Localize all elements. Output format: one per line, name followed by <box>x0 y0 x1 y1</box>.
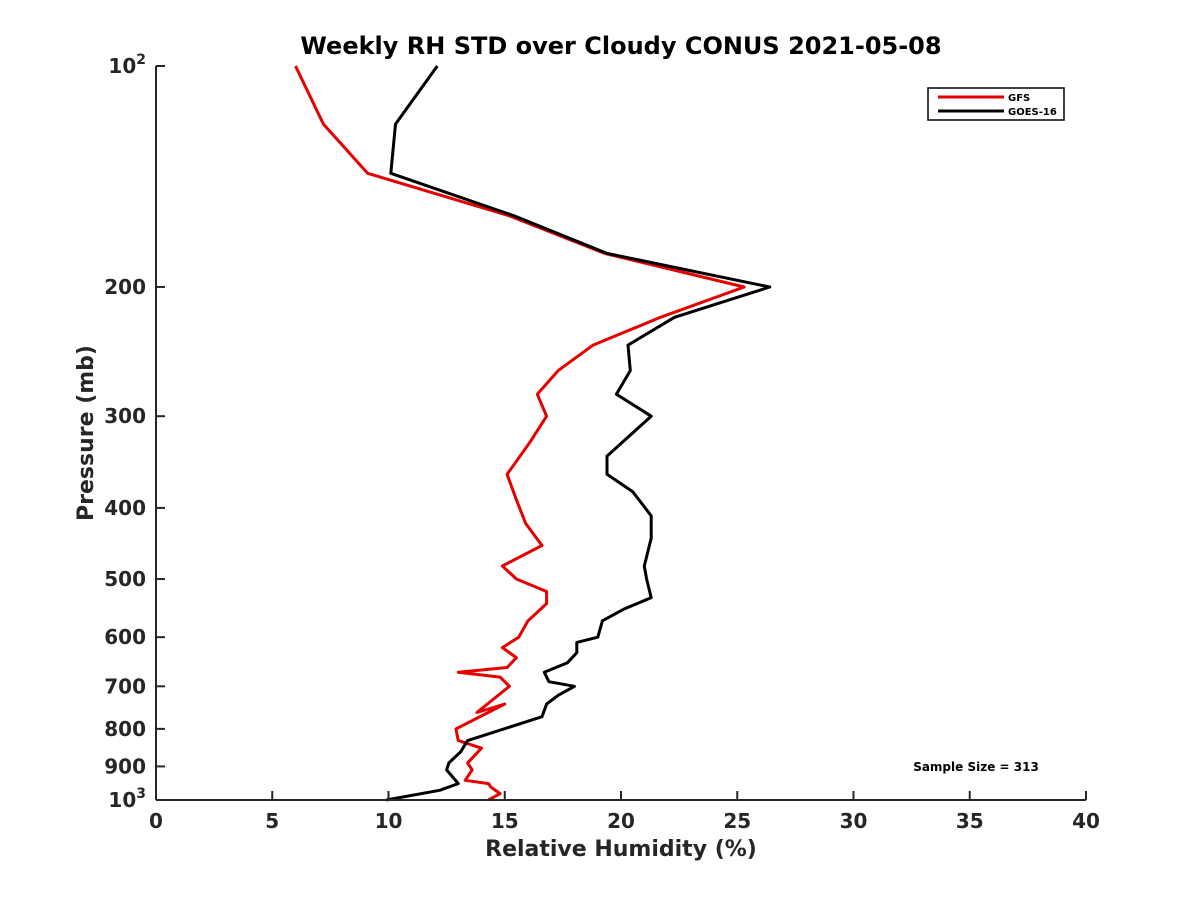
x-tick-label: 40 <box>1072 809 1100 833</box>
y-tick-label: 200 <box>104 275 146 299</box>
legend-box <box>927 87 1065 121</box>
y-tick-label: 900 <box>104 754 146 778</box>
legend-label: GFS <box>1008 93 1030 104</box>
x-tick-label: 30 <box>840 809 868 833</box>
x-tick-label: 25 <box>723 809 751 833</box>
y-tick-label: 600 <box>104 625 146 649</box>
series-line-gfs <box>294 65 746 802</box>
x-tick-label: 35 <box>956 809 984 833</box>
x-tick-label: 20 <box>607 809 635 833</box>
y-tick-label: 102 <box>108 52 146 78</box>
legend-label: GOES-16 <box>1008 107 1057 118</box>
x-tick-label: 10 <box>375 809 403 833</box>
series-layer <box>294 65 772 802</box>
x-axis-title: Relative Humidity (%) <box>485 837 757 862</box>
y-tick-label: 800 <box>104 717 146 741</box>
chart-title: Weekly RH STD over Cloudy CONUS 2021-05-… <box>300 32 941 60</box>
x-tick-label: 0 <box>149 809 163 833</box>
y-tick-label: 103 <box>108 786 146 812</box>
y-tick-label: 300 <box>104 404 146 428</box>
series-line-goes-16 <box>385 65 772 802</box>
x-ticks: 0 5 10 15 20 25 30 35 40 <box>149 791 1100 833</box>
y-ticks: 102 200 300 400 500 600 700 800 900 103 <box>104 52 165 812</box>
y-tick-label: 400 <box>104 496 146 520</box>
x-tick-label: 15 <box>491 809 519 833</box>
x-tick-label: 5 <box>265 809 279 833</box>
sample-size-label: Sample Size = 313 <box>913 760 1039 774</box>
y-axis-title: Pressure (mb) <box>74 345 99 521</box>
legend: GFS GOES-16 <box>927 87 1065 121</box>
y-tick-label: 700 <box>104 674 146 698</box>
y-tick-label: 500 <box>104 567 146 591</box>
